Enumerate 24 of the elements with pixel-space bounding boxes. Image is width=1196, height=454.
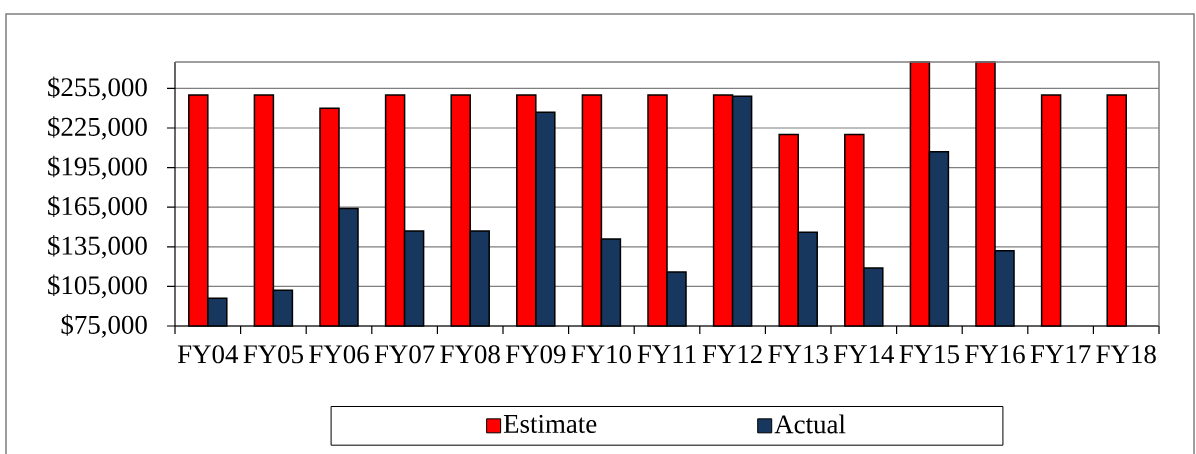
x-tick-label: FY12 [702, 345, 762, 363]
x-tick-label: FY16 [965, 345, 1025, 364]
y-tick-label: $195,000 [48, 155, 147, 180]
x-tick-label: FY08 [440, 345, 500, 364]
legend-label: Estimate [503, 414, 597, 433]
x-tick-label: FY04 [177, 345, 239, 364]
x-tick-label: FY13 [768, 345, 828, 364]
x-tick-label: FY18 [1096, 345, 1156, 364]
x-tick-label: FY14 [833, 345, 895, 363]
x-tick-label: FY10 [571, 345, 632, 364]
x-tick-label: FY07 [374, 345, 435, 364]
x-tick-label: FY05 [243, 345, 303, 364]
y-tick-label: $255,000 [48, 76, 147, 101]
y-tick-label: $135,000 [48, 234, 147, 259]
x-tick-label: FY17 [1030, 345, 1091, 363]
y-tick-label: $75,000 [61, 314, 147, 338]
x-tick-label: FY09 [505, 345, 566, 364]
y-tick-label: $105,000 [48, 274, 147, 299]
y-tick-label: $165,000 [48, 195, 147, 220]
x-tick-label: FY11 [637, 345, 696, 363]
legend-label: Actual [774, 414, 846, 434]
y-tick-label: $225,000 [48, 116, 147, 140]
x-tick-label: FY15 [899, 345, 959, 364]
x-tick-label: FY06 [309, 345, 369, 364]
